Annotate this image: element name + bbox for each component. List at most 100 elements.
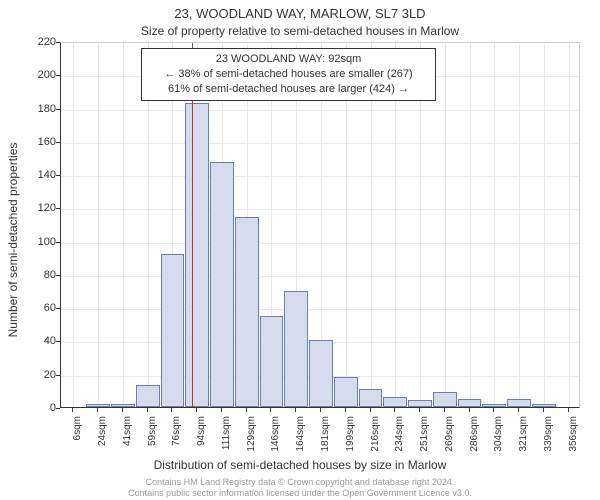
y-tick-label: 40 [16, 335, 56, 347]
gridline-v [519, 43, 520, 407]
gridline-h [61, 309, 579, 310]
x-tick-label: 181sqm [320, 416, 331, 466]
histogram-bar [433, 392, 457, 407]
histogram-bar [235, 217, 259, 407]
x-tick-mark [518, 408, 519, 412]
histogram-bar [458, 399, 482, 407]
gridline-v [123, 43, 124, 407]
x-tick-mark [196, 408, 197, 412]
y-tick-mark [56, 242, 60, 243]
histogram-bar [408, 400, 432, 407]
x-tick-label: 59sqm [147, 416, 158, 466]
y-tick-label: 200 [16, 69, 56, 81]
x-tick-label: 339sqm [543, 416, 554, 466]
y-tick-label: 160 [16, 136, 56, 148]
x-tick-mark [345, 408, 346, 412]
x-tick-mark [568, 408, 569, 412]
histogram-bar [161, 254, 185, 407]
x-tick-mark [270, 408, 271, 412]
x-tick-label: 41sqm [122, 416, 133, 466]
x-tick-label: 94sqm [196, 416, 207, 466]
histogram-bar [260, 316, 284, 408]
y-tick-label: 120 [16, 202, 56, 214]
chart-title-main: 23, WOODLAND WAY, MARLOW, SL7 3LD [0, 6, 600, 21]
x-tick-label: 269sqm [444, 416, 455, 466]
x-tick-label: 321sqm [518, 416, 529, 466]
gridline-v [544, 43, 545, 407]
histogram-bar [309, 340, 333, 407]
footer-line-2: Contains public sector information licen… [0, 488, 600, 499]
histogram-bar [334, 377, 358, 407]
y-tick-mark [56, 408, 60, 409]
x-tick-label: 129sqm [246, 416, 257, 466]
x-tick-mark [493, 408, 494, 412]
x-tick-label: 304sqm [493, 416, 504, 466]
histogram-bar [210, 162, 234, 407]
y-tick-mark [56, 42, 60, 43]
x-tick-mark [147, 408, 148, 412]
histogram-bar [136, 385, 160, 407]
chart-title-sub: Size of property relative to semi-detach… [0, 24, 600, 38]
x-tick-mark [221, 408, 222, 412]
x-tick-mark [97, 408, 98, 412]
annotation-line-3: 61% of semi-detached houses are larger (… [148, 82, 429, 97]
x-tick-label: 234sqm [394, 416, 405, 466]
y-tick-label: 180 [16, 103, 56, 115]
plot-area: 23 WOODLAND WAY: 92sqm ← 38% of semi-det… [60, 42, 580, 408]
x-tick-label: 251sqm [419, 416, 430, 466]
x-tick-label: 164sqm [295, 416, 306, 466]
y-tick-mark [56, 142, 60, 143]
gridline-h [61, 143, 579, 144]
x-tick-mark [246, 408, 247, 412]
x-tick-mark [370, 408, 371, 412]
histogram-bar [111, 404, 135, 407]
x-tick-label: 24sqm [97, 416, 108, 466]
y-tick-label: 60 [16, 302, 56, 314]
x-tick-label: 199sqm [345, 416, 356, 466]
x-tick-mark [419, 408, 420, 412]
x-tick-mark [72, 408, 73, 412]
y-tick-label: 220 [16, 36, 56, 48]
annotation-box: 23 WOODLAND WAY: 92sqm ← 38% of semi-det… [141, 48, 436, 101]
histogram-bar [359, 389, 383, 407]
gridline-v [470, 43, 471, 407]
gridline-h [61, 276, 579, 277]
y-tick-mark [56, 208, 60, 209]
x-tick-mark [444, 408, 445, 412]
y-tick-mark [56, 275, 60, 276]
annotation-line-1: 23 WOODLAND WAY: 92sqm [148, 52, 429, 67]
gridline-v [494, 43, 495, 407]
gridline-v [445, 43, 446, 407]
y-tick-mark [56, 175, 60, 176]
histogram-bar [185, 103, 209, 407]
histogram-bar [383, 397, 407, 407]
y-tick-label: 20 [16, 369, 56, 381]
x-tick-label: 6sqm [72, 416, 83, 466]
x-tick-label: 356sqm [568, 416, 579, 466]
histogram-bar [86, 404, 110, 407]
x-tick-label: 216sqm [370, 416, 381, 466]
x-tick-mark [469, 408, 470, 412]
y-tick-mark [56, 375, 60, 376]
gridline-h [61, 176, 579, 177]
gridline-v [73, 43, 74, 407]
x-tick-label: 76sqm [171, 416, 182, 466]
x-tick-mark [171, 408, 172, 412]
annotation-line-2: ← 38% of semi-detached houses are smalle… [148, 67, 429, 82]
x-tick-mark [543, 408, 544, 412]
y-tick-mark [56, 308, 60, 309]
gridline-h [61, 243, 579, 244]
x-tick-label: 286sqm [469, 416, 480, 466]
x-tick-label: 146sqm [270, 416, 281, 466]
gridline-h [61, 110, 579, 111]
y-tick-label: 80 [16, 269, 56, 281]
histogram-bar [507, 399, 531, 407]
y-tick-label: 100 [16, 236, 56, 248]
histogram-bar [482, 404, 506, 407]
y-tick-mark [56, 341, 60, 342]
footer-attribution: Contains HM Land Registry data © Crown c… [0, 477, 600, 499]
y-tick-label: 140 [16, 169, 56, 181]
histogram-bar [532, 404, 556, 407]
x-tick-label: 111sqm [221, 416, 232, 466]
y-tick-mark [56, 109, 60, 110]
